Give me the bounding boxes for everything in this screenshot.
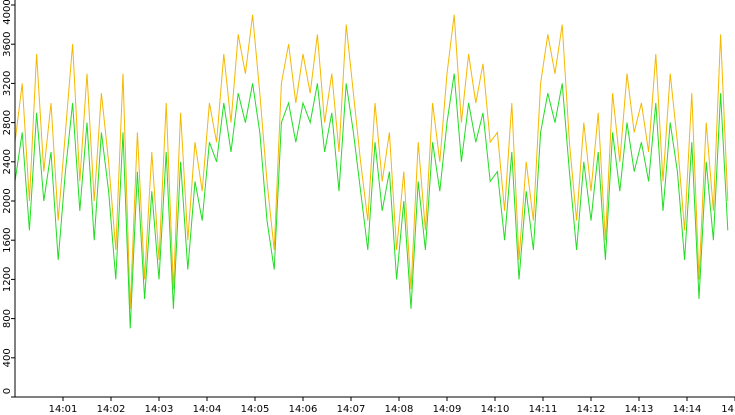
x-tick-label: 14:13: [625, 404, 654, 415]
y-tick-label: 2800: [2, 110, 13, 135]
x-tick-label: 14:04: [193, 404, 222, 415]
y-tick-label: 0: [2, 388, 13, 394]
x-tick-label: 14:10: [481, 404, 510, 415]
x-tick-label: 14:01: [49, 404, 78, 415]
x-tick-label: 14:09: [433, 404, 462, 415]
x-tick-label: 14:07: [337, 404, 366, 415]
x-tick-label: 14:06: [289, 404, 318, 415]
x-tick-label: 14:02: [97, 404, 126, 415]
x-tick-label: 14:11: [529, 404, 558, 415]
x-tick-label: 14:08: [385, 404, 414, 415]
y-tick-label: 1200: [2, 267, 13, 292]
x-tick-label: 14:03: [145, 404, 174, 415]
x-tick-label: 14:12: [577, 404, 606, 415]
y-tick-label: 3600: [2, 31, 13, 56]
y-tick-label: 2000: [2, 188, 13, 213]
x-tick-label: 14:05: [241, 404, 270, 415]
y-tick-label: 400: [2, 348, 13, 367]
y-tick-label: 1600: [2, 227, 13, 252]
y-tick-label: 800: [2, 309, 13, 328]
y-tick-label: 2400: [2, 149, 13, 174]
y-tick-label: 4000: [2, 0, 13, 25]
x-tick-label: 14:14: [673, 404, 702, 415]
data-line: [14, 14, 729, 309]
y-tick-label: 3200: [2, 71, 13, 96]
data-line: [14, 73, 729, 329]
x-tick-label: 14: [721, 404, 734, 415]
